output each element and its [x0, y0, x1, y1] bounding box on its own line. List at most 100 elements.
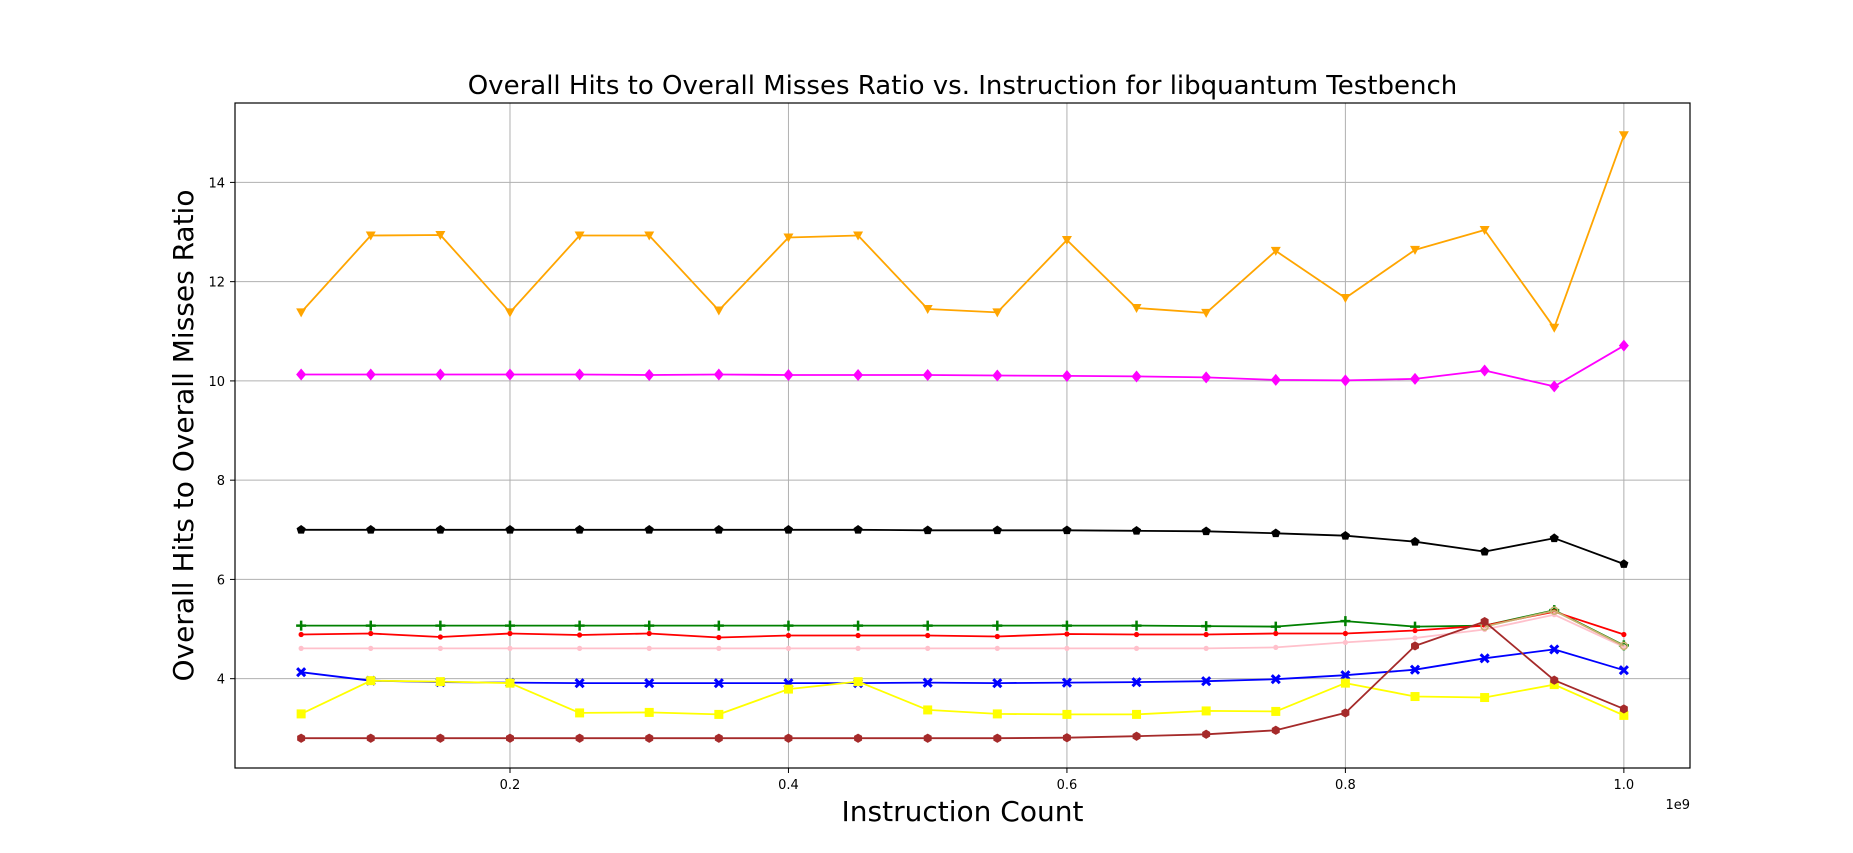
data-point — [1340, 530, 1350, 540]
series-line — [301, 610, 1625, 639]
data-point — [1271, 725, 1280, 735]
data-point — [783, 233, 794, 243]
data-point — [435, 368, 446, 381]
data-point — [922, 368, 933, 381]
data-point — [1131, 370, 1142, 383]
y-tick-label: 6 — [217, 573, 225, 588]
data-point — [1061, 369, 1072, 382]
series-line — [301, 344, 1625, 388]
data-point — [922, 304, 933, 314]
data-point — [1550, 675, 1559, 685]
data-point — [1479, 653, 1490, 664]
data-point — [785, 632, 792, 639]
data-point — [922, 620, 933, 631]
data-point — [436, 733, 445, 743]
data-point — [1549, 380, 1560, 393]
data-point — [785, 645, 792, 651]
data-point — [1549, 606, 1559, 615]
data-point — [992, 678, 1003, 689]
data-point — [923, 733, 932, 743]
data-point — [1341, 708, 1350, 718]
data-point — [1201, 371, 1212, 384]
data-point — [365, 620, 376, 631]
data-point — [1062, 525, 1072, 535]
data-point — [1410, 536, 1420, 546]
data-point — [577, 645, 583, 651]
data-point — [644, 707, 654, 717]
data-point — [1340, 678, 1350, 688]
data-point — [435, 231, 446, 241]
data-point — [1412, 635, 1418, 641]
data-point — [504, 308, 515, 318]
y-tick-label: 14 — [208, 176, 225, 191]
data-point — [506, 733, 514, 743]
y-tick-label: 8 — [217, 474, 225, 489]
data-point — [1131, 303, 1142, 313]
y-tick-label: 12 — [208, 276, 225, 291]
data-point — [1480, 617, 1489, 627]
data-point — [992, 525, 1002, 535]
y-tick-label: 4 — [217, 673, 225, 688]
data-point — [1061, 235, 1072, 245]
data-point — [854, 733, 863, 743]
data-point — [437, 634, 443, 640]
data-point — [1270, 674, 1281, 685]
data-point — [783, 684, 793, 694]
data-point — [1131, 525, 1142, 535]
data-point — [1270, 621, 1281, 632]
data-point — [1061, 677, 1072, 688]
series-line — [301, 528, 1625, 565]
data-point — [855, 632, 861, 639]
x-tick-label: 1.0 — [1614, 778, 1635, 793]
data-point — [713, 620, 724, 631]
data-point — [574, 231, 585, 241]
data-point — [644, 678, 655, 689]
series-5 — [298, 609, 1627, 641]
data-point — [716, 645, 722, 651]
data-point — [1203, 631, 1209, 638]
data-point — [296, 368, 307, 381]
series-7 — [1480, 606, 1629, 651]
data-point — [575, 708, 585, 718]
data-point — [1411, 641, 1419, 651]
data-point — [714, 733, 723, 743]
data-point — [713, 306, 724, 316]
data-point — [1621, 631, 1627, 638]
data-point — [1340, 294, 1351, 304]
data-point — [922, 677, 933, 688]
data-point — [644, 524, 654, 534]
data-point — [1479, 226, 1490, 236]
data-point — [1342, 639, 1348, 646]
data-point — [298, 645, 304, 651]
data-point — [992, 620, 1003, 631]
data-point — [366, 676, 376, 686]
series-6 — [298, 612, 1627, 651]
data-point — [437, 645, 443, 651]
data-point — [994, 633, 1000, 640]
data-point — [366, 733, 375, 743]
data-point — [1133, 631, 1140, 638]
data-point — [1273, 644, 1279, 651]
data-point — [1618, 339, 1629, 352]
data-point — [577, 632, 583, 638]
data-point — [923, 525, 933, 535]
data-point — [1340, 616, 1351, 627]
data-point — [1271, 706, 1281, 716]
data-point — [1549, 533, 1559, 543]
data-point — [925, 632, 931, 639]
series-line — [301, 609, 1625, 647]
data-point — [296, 709, 306, 719]
series-line — [301, 620, 1625, 740]
data-point — [644, 368, 655, 381]
data-point — [575, 733, 584, 743]
data-point — [1201, 676, 1212, 687]
data-point — [435, 677, 445, 687]
series-8 — [296, 644, 1629, 689]
data-point — [1410, 372, 1421, 385]
data-point — [1062, 733, 1071, 743]
data-point — [435, 524, 445, 534]
data-point — [1340, 374, 1351, 387]
plot-frame — [234, 102, 1691, 769]
data-point — [368, 645, 374, 651]
